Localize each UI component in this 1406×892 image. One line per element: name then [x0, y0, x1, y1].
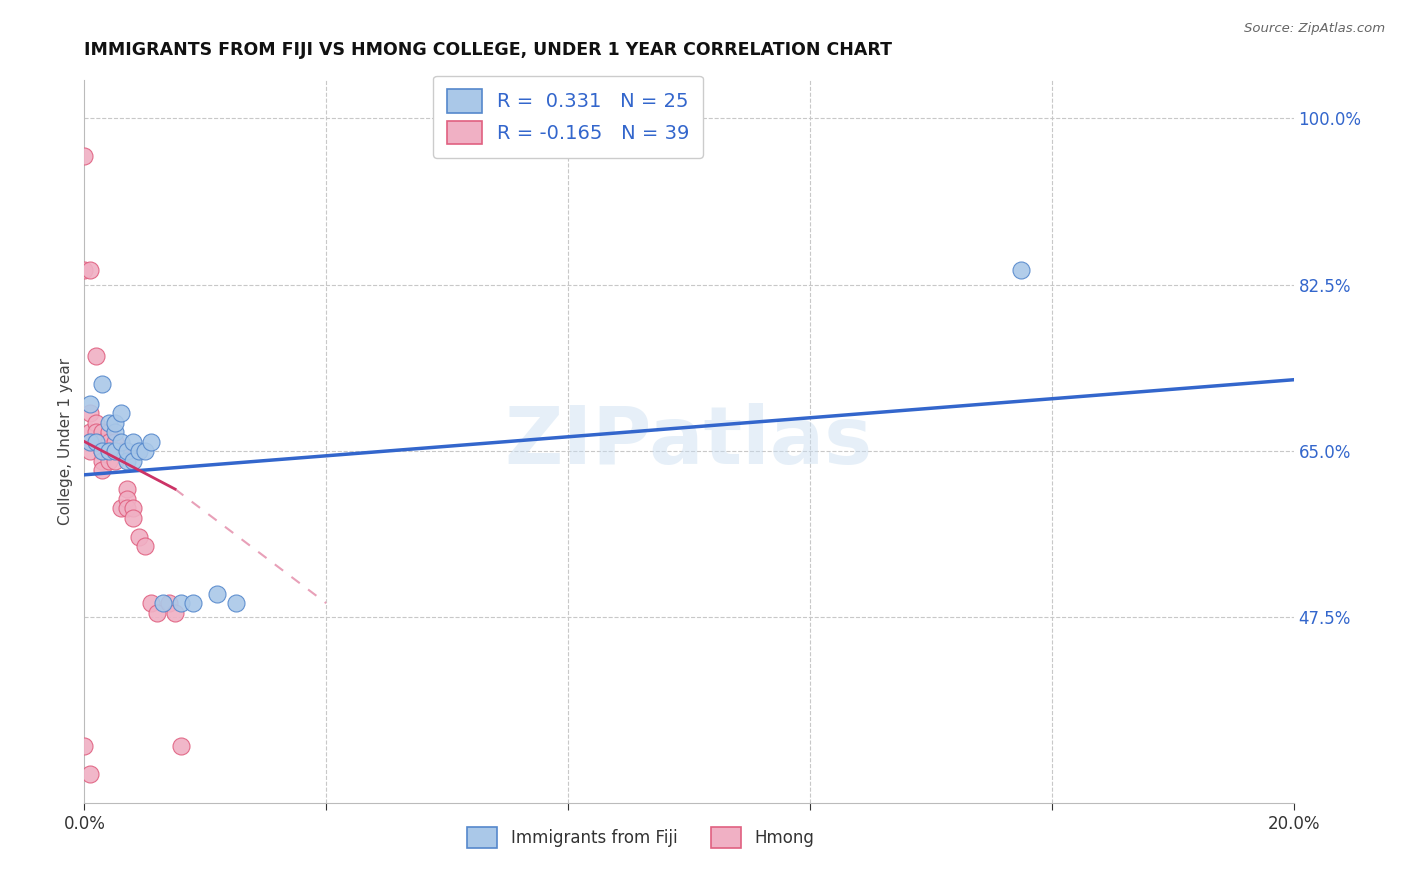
Point	[115, 501, 138, 516]
Point	[121, 434, 143, 449]
Point	[91, 377, 114, 392]
Point	[73, 739, 96, 753]
Point	[79, 434, 101, 449]
Point	[97, 444, 120, 458]
Point	[86, 434, 108, 449]
Point	[79, 406, 101, 420]
Point	[97, 453, 120, 467]
Point	[110, 501, 132, 516]
Point	[79, 434, 101, 449]
Point	[110, 434, 132, 449]
Point	[115, 444, 138, 458]
Point	[91, 453, 114, 467]
Point	[73, 149, 96, 163]
Point	[104, 416, 127, 430]
Point	[79, 425, 101, 439]
Point	[79, 767, 101, 781]
Point	[91, 434, 114, 449]
Point	[115, 482, 138, 496]
Point	[97, 425, 120, 439]
Point	[97, 416, 120, 430]
Point	[110, 444, 132, 458]
Point	[86, 349, 108, 363]
Point	[104, 425, 127, 439]
Point	[97, 434, 120, 449]
Point	[73, 263, 96, 277]
Point	[170, 739, 193, 753]
Point	[79, 396, 101, 410]
Point	[146, 606, 169, 620]
Point	[128, 530, 150, 544]
Point	[121, 501, 143, 516]
Point	[225, 596, 247, 610]
Point	[1011, 263, 1033, 277]
Point	[79, 444, 101, 458]
Point	[79, 263, 101, 277]
Point	[152, 596, 174, 610]
Point	[91, 444, 114, 458]
Point	[139, 434, 162, 449]
Text: IMMIGRANTS FROM FIJI VS HMONG COLLEGE, UNDER 1 YEAR CORRELATION CHART: IMMIGRANTS FROM FIJI VS HMONG COLLEGE, U…	[84, 41, 893, 59]
Point	[97, 444, 120, 458]
Y-axis label: College, Under 1 year: College, Under 1 year	[58, 358, 73, 525]
Point	[86, 425, 108, 439]
Point	[165, 606, 187, 620]
Point	[86, 434, 108, 449]
Point	[134, 539, 156, 553]
Point	[91, 444, 114, 458]
Point	[91, 425, 114, 439]
Point	[115, 491, 138, 506]
Point	[104, 444, 127, 458]
Point	[128, 444, 150, 458]
Point	[207, 587, 229, 601]
Point	[134, 444, 156, 458]
Text: ZIPatlas: ZIPatlas	[505, 402, 873, 481]
Point	[139, 596, 162, 610]
Point	[104, 453, 127, 467]
Text: Source: ZipAtlas.com: Source: ZipAtlas.com	[1244, 22, 1385, 36]
Point	[115, 453, 138, 467]
Point	[181, 596, 204, 610]
Point	[110, 406, 132, 420]
Point	[121, 453, 143, 467]
Point	[104, 444, 127, 458]
Point	[86, 416, 108, 430]
Point	[104, 434, 127, 449]
Legend: Immigrants from Fiji, Hmong: Immigrants from Fiji, Hmong	[456, 816, 825, 860]
Point	[170, 596, 193, 610]
Point	[121, 510, 143, 524]
Point	[157, 596, 180, 610]
Point	[91, 463, 114, 477]
